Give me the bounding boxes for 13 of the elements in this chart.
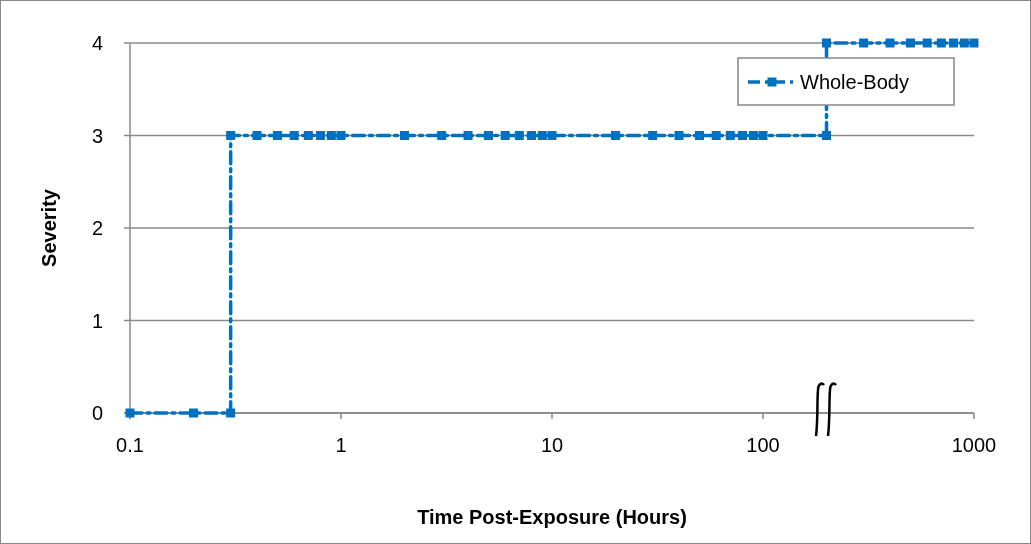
y-tick-label: 1 [91,309,103,332]
x-tick-label: 1 [335,434,347,456]
x-tick-label: 10 [540,434,564,456]
y-tick-label: 3 [91,124,103,147]
y-axis-title: Severity [38,188,60,267]
y-tick-label: 0 [91,402,103,424]
x-tick-label: 100 [746,434,780,456]
x-tick-label: 0.1 [116,434,144,456]
x-tick-label: 1000 [951,434,997,456]
y-tick-label: 4 [91,32,103,54]
x-axis-title: Time Post-Exposure (Hours) [417,506,687,528]
legend-label: Whole-Body [800,71,909,93]
y-tick-label: 2 [91,217,103,239]
